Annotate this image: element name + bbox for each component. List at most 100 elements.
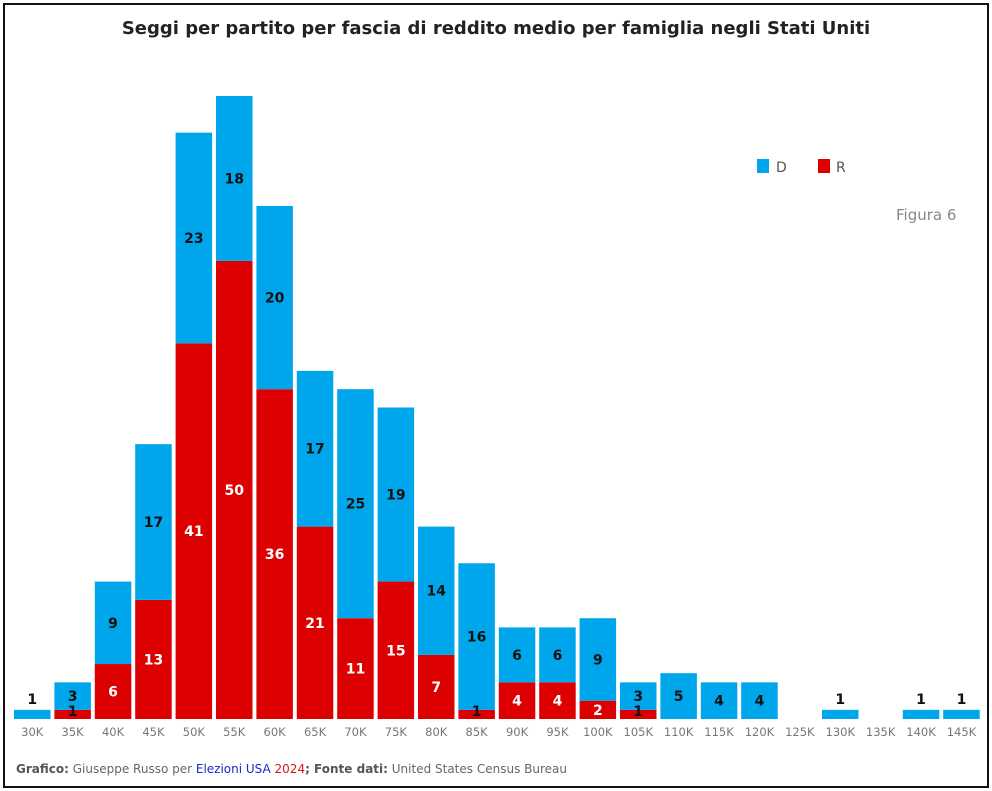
value-label-r-65k: 21 [305,616,324,632]
footer-credit: Grafico: Giuseppe Russo per Elezioni USA… [16,762,567,776]
bar-r-45k [135,599,172,719]
value-label-r-105k: 1 [633,704,643,720]
x-tick-35k: 35K [62,725,85,739]
footer-brand-a: Elezioni USA [195,762,271,776]
value-label-d-40k: 9 [108,616,118,632]
value-label-d-130k: 1 [835,692,845,708]
bar-r-65k [296,526,334,719]
x-tick-55k: 55K [223,725,246,739]
value-label-d-90k: 6 [512,648,522,664]
bar-d-30k [14,709,51,719]
value-label-r-40k: 6 [108,685,118,701]
x-tick-95k: 95K [546,725,569,739]
value-label-r-95k: 4 [553,694,563,710]
value-label-d-105k: 3 [633,689,643,705]
value-label-d-50k: 23 [184,231,203,247]
bar-d-120k [741,682,778,719]
value-label-d-70k: 25 [346,497,365,513]
value-labels-group: 113 6913174123501836202117112515197141164… [27,171,966,720]
value-label-r-80k: 7 [431,680,441,696]
value-label-d-30k: 1 [27,692,37,708]
value-label-r-50k: 41 [184,524,203,540]
bar-r-100k [579,700,617,719]
legend-swatch-d [757,159,769,173]
x-tick-40k: 40K [102,725,125,739]
x-tick-100k: 100K [583,725,613,739]
x-tick-90k: 90K [506,725,529,739]
x-tick-85k: 85K [466,725,489,739]
x-tick-60k: 60K [264,725,287,739]
x-tick-65k: 65K [304,725,327,739]
bar-d-110k [660,673,697,719]
legend-swatch-r [818,159,830,173]
x-tick-30k: 30K [21,725,44,739]
value-label-d-100k: 9 [593,652,603,668]
value-label-r-45k: 13 [144,652,163,668]
value-label-d-85k: 16 [467,630,486,646]
x-tick-70k: 70K [344,725,367,739]
value-label-d-110k: 5 [674,689,684,705]
x-tick-105k: 105K [624,725,654,739]
bar-r-105k [620,709,657,719]
value-label-r-35k: 1 [68,704,78,720]
chart-title: Seggi per partito per fascia di reddito … [121,18,871,39]
x-tick-80k: 80K [425,725,448,739]
legend: D R [757,159,846,176]
x-tick-120k: 120K [745,725,775,739]
footer-author: Giuseppe Russo per [68,762,196,776]
bar-d-130k [822,709,859,719]
bar-r-75k [377,581,415,719]
bar-r-95k [539,682,576,719]
bar-d-55k [216,96,253,261]
x-tick-130k: 130K [826,725,856,739]
value-label-d-80k: 14 [427,584,447,600]
value-label-d-145k: 1 [957,692,967,708]
figure-label: Figura 6 [896,206,957,224]
value-label-d-75k: 19 [386,488,405,504]
bar-d-70k [337,389,374,619]
value-label-r-90k: 4 [512,694,522,710]
value-label-d-65k: 17 [305,442,324,458]
x-tick-125k: 125K [785,725,815,739]
footer-source: United States Census Bureau [387,762,567,776]
x-tick-135k: 135K [866,725,896,739]
x-tick-50k: 50K [183,725,206,739]
bar-d-35k [54,682,91,710]
footer-fonte-label: ; Fonte dati: [305,762,388,776]
value-label-d-115k: 4 [714,694,724,710]
bar-r-40k [94,664,132,719]
x-tick-115k: 115K [704,725,734,739]
bars-group [14,96,980,719]
value-label-r-75k: 15 [386,643,405,659]
bar-d-80k [418,526,455,655]
bar-r-70k [337,618,374,719]
bar-r-80k [418,654,455,719]
x-tick-145k: 145K [947,725,977,739]
x-tick-45k: 45K [142,725,165,739]
bar-d-75k [377,407,415,582]
bar-r-85k [458,709,495,719]
value-label-r-100k: 2 [593,703,603,719]
footer-grafico-label: Grafico: [16,762,69,776]
legend-label-d: D [776,160,787,176]
value-label-d-95k: 6 [553,648,563,664]
bar-d-115k [700,682,738,719]
bar-d-40k [94,581,132,665]
bar-d-65k [296,370,334,527]
bar-r-60k [256,389,293,719]
x-tick-110k: 110K [664,725,694,739]
bar-d-105k [620,682,657,710]
x-tick-75k: 75K [385,725,408,739]
bar-d-95k [539,627,576,683]
bar-d-45k [135,444,172,600]
value-label-d-45k: 17 [144,515,163,531]
value-label-r-55k: 50 [225,483,245,499]
value-label-r-60k: 36 [265,547,284,563]
x-tick-labels: 30K 35K 40K 45K 50K 55K 60K 65K 70K 75K 80K 85K 90K 9… [21,725,976,739]
bar-d-85k [458,563,495,710]
legend-label-r: R [836,160,846,176]
value-label-d-120k: 4 [755,694,765,710]
bar-d-50k [175,132,213,344]
x-tick-140k: 140K [906,725,936,739]
